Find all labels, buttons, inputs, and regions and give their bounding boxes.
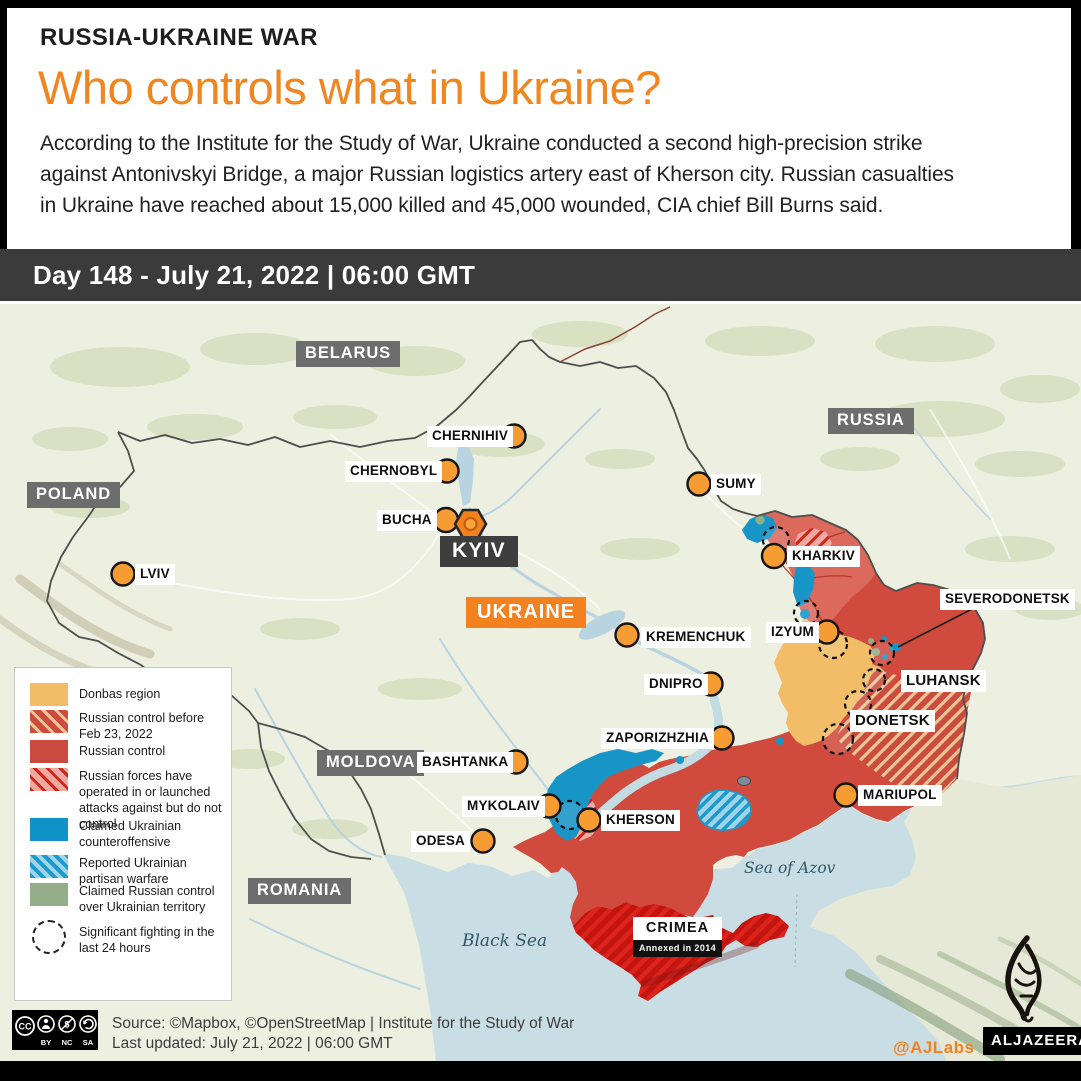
country-label-romania: ROMANIA: [248, 878, 352, 904]
regions-claimed-green: [755, 515, 880, 656]
city-label-mykolaiv: MYKOLAIV: [462, 796, 545, 817]
sea-label-black-sea: Black Sea: [462, 931, 548, 951]
updated-line: Last updated: July 21, 2022 | 06:00 GMT: [112, 1035, 393, 1052]
country-label-poland: POLAND: [27, 482, 121, 508]
kerch-strait-line: [794, 893, 798, 968]
legend-swatch-claimed: [30, 883, 68, 906]
ajlabs-handle: @AJLabs: [893, 1038, 975, 1057]
city-label-dnipro: DNIPRO: [644, 674, 708, 695]
marker-mariupol: [833, 782, 859, 808]
region-partisan: [696, 789, 752, 831]
description: According to the Institute for the Study…: [40, 132, 954, 217]
country-label-moldova: MOLDOVA: [317, 750, 425, 776]
city-label-severodonetsk: SEVERODONETSK: [940, 589, 1075, 610]
svg-text:BY: BY: [41, 1038, 51, 1047]
marker-kyiv-hexagon: [453, 508, 488, 540]
map: BELARUS POLAND RUSSIA MOLDOVA ROMANIA UK…: [0, 304, 1081, 1070]
marker-kharkiv: [760, 542, 788, 570]
crimea-name: CRIMEA: [633, 917, 723, 940]
legend-label-control: Russian control: [79, 744, 166, 758]
svg-text:SA: SA: [83, 1038, 94, 1047]
city-label-kyiv: KYIV: [440, 536, 518, 567]
kicker: RUSSIA-UKRAINE WAR: [40, 24, 318, 51]
kremenchuk-reservoir: [578, 610, 626, 640]
country-label-ukraine: UKRAINE: [466, 597, 587, 628]
svg-text:NC: NC: [62, 1038, 73, 1047]
aljazeera-logo-icon: [994, 934, 1060, 1031]
belarus-russia-border: [559, 306, 671, 363]
bottom-strip: [0, 1061, 1081, 1070]
city-label-kharkiv: KHARKIV: [787, 546, 860, 567]
mountains-caucasus: [845, 936, 1081, 1064]
city-label-kherson: KHERSON: [601, 810, 680, 831]
legend-swatch-partisan: [30, 855, 68, 878]
legend-swatch-prefeb: [30, 710, 68, 733]
day-bar-text: Day 148 - July 21, 2022 | 06:00 GMT: [33, 259, 476, 290]
legend-label-claimed: Claimed Russian control over Ukrainian t…: [79, 884, 215, 914]
page-title: Who controls what in Ukraine?: [38, 61, 661, 114]
city-label-chernihiv: CHERNIHIV: [427, 426, 514, 447]
city-label-mariupol: MARIUPOL: [858, 785, 942, 806]
region-prefeb-donbas: [836, 670, 971, 800]
crimea-label: CRIMEA Annexed in 2014: [633, 917, 723, 957]
cc-icons: CC $ BY NC SA: [15, 1015, 97, 1047]
crimea-mountains: [641, 941, 760, 988]
marker-sumy: [686, 471, 712, 497]
marker-bucha: [432, 506, 460, 534]
city-label-sumy: SUMY: [711, 474, 761, 495]
legend-label-counter: Claimed Ukrainian counteroffensive: [79, 819, 182, 849]
region-donbas: [774, 617, 886, 746]
regions-counteroffensive: [545, 514, 901, 841]
legend-label-operated: Russian forces have operated in or launc…: [79, 769, 222, 831]
country-label-belarus: BELARUS: [296, 341, 401, 367]
city-label-izyum: IZYUM: [766, 622, 819, 643]
city-label-zaporizhzhia: ZAPORIZHZHIA: [601, 728, 714, 749]
city-label-luhansk: LUHANSK: [901, 670, 986, 692]
city-label-odesa: ODESA: [411, 831, 471, 852]
country-label-russia: RUSSIA: [828, 408, 914, 434]
city-label-chernobyl: CHERNOBYL: [345, 461, 443, 482]
legend-label-partisan: Reported Ukrainian partisan warfare: [79, 856, 187, 886]
city-label-bashtanka: BASHTANKA: [417, 752, 514, 773]
cc-license-badge: CC $ BY NC SA: [12, 1010, 98, 1050]
kyiv-reservoir: [456, 445, 474, 506]
marker-zaporizhzhia: [709, 725, 735, 751]
marker-kherson: [576, 807, 602, 833]
legend-label-fighting: Significant fighting in the last 24 hour…: [79, 925, 215, 955]
legend-swatch-donbas: [30, 683, 68, 706]
gray-blob: [737, 776, 751, 786]
city-label-bucha: BUCHA: [377, 510, 437, 531]
svg-text:CC: CC: [19, 1022, 32, 1032]
legend-swatch-counter: [30, 818, 68, 841]
city-label-kremenchuk: KREMENCHUK: [641, 627, 751, 648]
city-label-lviv: LVIV: [135, 564, 175, 585]
aljazeera-wordmark: ALJAZEERA: [983, 1027, 1081, 1055]
header: RUSSIA-UKRAINE WAR Who controls what in …: [0, 0, 1081, 249]
sea-label-azov: Sea of Azov: [744, 859, 836, 877]
legend-swatch-fighting: [32, 920, 66, 954]
source-line: Source: ©Mapbox, ©OpenStreetMap | Instit…: [112, 1015, 575, 1032]
legend: Donbas region Russian control before Feb…: [14, 667, 232, 1001]
crimea-note: Annexed in 2014: [633, 940, 723, 957]
legend-label-donbas: Donbas region: [79, 687, 161, 701]
city-label-donetsk: DONETSK: [850, 710, 935, 732]
severodonetsk-pointer: [897, 608, 973, 648]
region-kharkiv: [757, 511, 876, 629]
marker-kremenchuk: [614, 622, 640, 648]
marker-lviv: [110, 561, 136, 587]
legend-swatch-operated: [30, 768, 68, 791]
legend-label-prefeb: Russian control before Feb 23, 2022: [79, 711, 205, 741]
day-bar: Day 148 - July 21, 2022 | 06:00 GMT: [0, 249, 1081, 304]
legend-swatch-control: [30, 740, 68, 763]
marker-odesa: [470, 828, 496, 854]
